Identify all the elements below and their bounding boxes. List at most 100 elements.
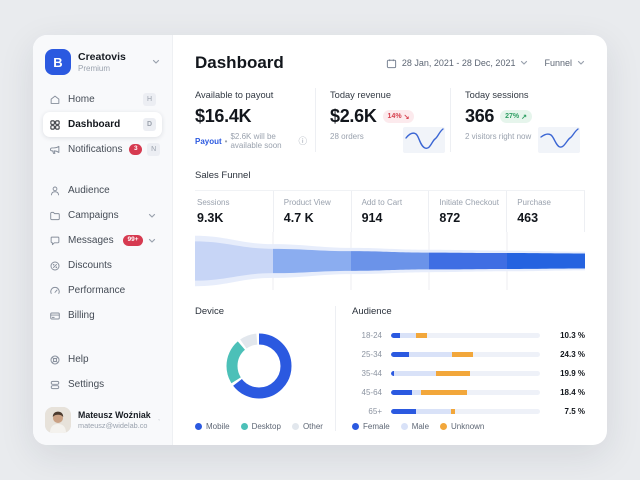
sidebar-item-dashboard[interactable]: Dashboard D	[43, 112, 162, 137]
audience-row-25-34: 25-34 24.3 %	[361, 350, 585, 359]
gauge-icon	[50, 286, 60, 294]
app-window: B Creatovis Premium Home H Dashboard D N	[33, 35, 607, 445]
stat-value: $2.6K	[330, 106, 377, 126]
sidebar-item-performance[interactable]: Performance	[43, 278, 162, 303]
credit-card-icon	[50, 312, 60, 319]
chevron-down-icon	[148, 213, 156, 218]
audience-title: Audience	[352, 306, 392, 317]
workspace-switcher[interactable]: B Creatovis Premium	[43, 47, 162, 87]
orders-note: 28 orders	[330, 132, 364, 141]
sidebar-item-label: Campaigns	[68, 210, 119, 221]
folder-icon	[50, 211, 60, 220]
sidebar-item-label: Billing	[68, 310, 95, 321]
audience-legend: Female Male Unknown	[352, 422, 585, 431]
sidebar-item-label: Settings	[68, 379, 105, 390]
payout-link[interactable]: Payout	[195, 136, 222, 146]
chevron-down-icon	[148, 238, 156, 243]
sidebar-item-settings[interactable]: Settings	[43, 372, 162, 397]
page-title: Dashboard	[195, 53, 284, 72]
sidebar-item-label: Audience	[68, 185, 110, 196]
audience-row-45-64: 45-64 18.4 %	[361, 388, 585, 397]
chevron-down-icon	[521, 60, 528, 65]
sidebar-item-label: Messages	[68, 235, 114, 246]
legend-dot-mobile	[195, 423, 202, 430]
trend-up-arrow-icon: ↗	[521, 113, 528, 121]
sidebar-item-help[interactable]: Help	[43, 347, 162, 372]
funnel-stage-table: Sessions 9.3K Product View 4.7 K Add to …	[195, 190, 585, 232]
chevron-down-icon	[577, 60, 585, 65]
funnel-stage-sessions[interactable]: Sessions 9.3K	[197, 198, 230, 225]
audience-bar	[391, 409, 540, 414]
dashboard-grid-icon	[50, 119, 60, 130]
home-icon	[50, 95, 60, 104]
shortcut-key: H	[143, 93, 156, 106]
audience-row-18-24: 18-24 10.3 %	[361, 331, 585, 340]
sidebar-item-label: Performance	[68, 285, 126, 296]
payout-note: $2.6K will be available soon	[230, 132, 282, 150]
funnel-stage-initiate-checkout[interactable]: Initiate Checkout 872	[428, 191, 506, 232]
funnel-stage-add-to-cart[interactable]: Add to Cart 914	[350, 191, 429, 232]
sidebar-item-home[interactable]: Home H	[43, 87, 162, 112]
sidebar-item-messages[interactable]: Messages 99+	[43, 228, 162, 253]
stat-label: Today sessions	[465, 90, 529, 100]
sales-funnel-title: Sales Funnel	[195, 170, 251, 181]
sidebar-item-audience[interactable]: Audience	[43, 178, 162, 203]
sidebar-item-label: Help	[68, 354, 89, 365]
stat-value: 366	[465, 106, 495, 126]
stat-value: $16.4K	[195, 106, 252, 126]
funnel-segment-initiate-checkout	[429, 252, 507, 270]
info-icon[interactable]: ⓘ	[298, 135, 307, 146]
audience-bar	[391, 390, 540, 395]
funnel-stage-purchase[interactable]: Purchase 463	[506, 191, 584, 232]
stat-label: Today revenue	[330, 90, 391, 100]
chat-bubble-icon	[50, 236, 60, 245]
trend-badge-down: 14% ↘	[382, 110, 415, 123]
device-panel: Device Mobile Desktop Other	[195, 306, 323, 431]
main-content: Dashboard 28 Jan, 2021 - 28 Dec, 2021 Fu…	[173, 35, 607, 445]
audience-row-35-44: 35-44 19.9 %	[361, 369, 585, 378]
discount-icon	[50, 261, 60, 270]
chevron-down-icon	[152, 59, 160, 64]
stat-today-revenue: Today revenue $2.6K 14% ↘ 28 orders	[315, 88, 450, 153]
device-legend: Mobile Desktop Other	[195, 422, 323, 431]
user-email: mateusz@widelab.co	[78, 421, 148, 431]
stat-today-sessions: Today sessions 366 27% ↗ 2 visitors right…	[450, 88, 585, 153]
funnel-stage-product-view[interactable]: Product View 4.7 K	[272, 191, 351, 232]
device-donut-chart	[226, 333, 292, 399]
workspace-name: Creatovis	[78, 50, 126, 63]
legend-dot-male	[400, 423, 408, 430]
funnel-segment-purchase	[507, 253, 585, 269]
audience-bar	[391, 333, 540, 338]
legend-dot-desktop	[240, 423, 248, 430]
notification-count-badge: 3	[129, 144, 143, 155]
audience-bar	[391, 352, 540, 357]
sidebar-item-campaigns[interactable]: Campaigns	[43, 203, 162, 228]
legend-dot-other	[291, 423, 299, 430]
visitors-note: 2 visitors right now	[465, 132, 532, 141]
sidebar: B Creatovis Premium Home H Dashboard D N	[33, 35, 173, 445]
date-range-picker[interactable]: 28 Jan, 2021 - 28 Dec, 2021	[386, 58, 529, 69]
funnel-segment-add-to-cart	[351, 251, 429, 271]
user-menu[interactable]: Mateusz Woźniak mateusz@widelab.co	[43, 397, 162, 433]
avatar	[45, 407, 71, 433]
sidebar-item-billing[interactable]: Billing	[43, 303, 162, 328]
audience-bar	[391, 371, 540, 376]
sidebar-item-notifications[interactable]: Notifications 3 N	[43, 137, 162, 162]
donut-slice-desktop	[226, 333, 292, 399]
megaphone-icon	[50, 145, 60, 154]
brand-logo-icon: B	[45, 49, 71, 75]
audience-row-65plus: 65+ 7.5 %	[368, 407, 585, 416]
sidebar-item-discounts[interactable]: Discounts	[43, 253, 162, 278]
page-header: Dashboard 28 Jan, 2021 - 28 Dec, 2021 Fu…	[195, 53, 585, 73]
view-selector[interactable]: Funnel	[544, 58, 585, 68]
revenue-sparkline	[403, 127, 445, 153]
workspace-plan: Premium	[78, 64, 111, 74]
sidebar-item-label: Dashboard	[68, 119, 121, 130]
toggles-icon	[50, 380, 60, 389]
user-name: Mateusz Woźniak	[78, 409, 151, 420]
sidebar-item-label: Home	[68, 94, 95, 105]
funnel-chart	[195, 232, 585, 290]
chevron-down-icon	[157, 419, 160, 421]
lifebuoy-icon	[50, 355, 60, 364]
shortcut-key: N	[147, 143, 161, 156]
